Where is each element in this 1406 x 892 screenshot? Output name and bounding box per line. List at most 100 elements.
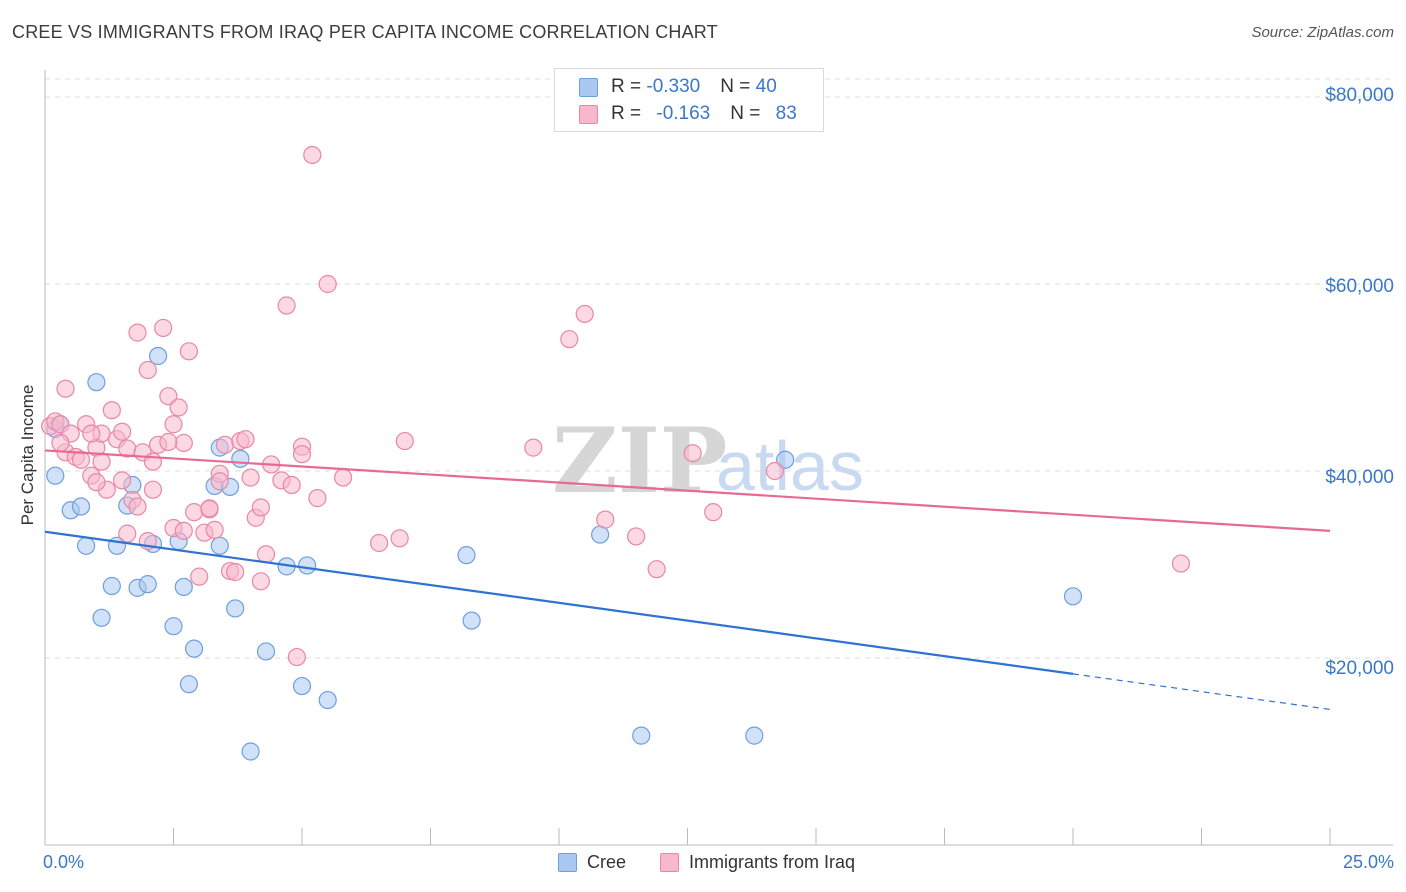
iraq-point bbox=[102, 401, 121, 420]
iraq-point bbox=[251, 498, 270, 517]
cree-point bbox=[210, 536, 229, 555]
chart-title: CREE VS IMMIGRANTS FROM IRAQ PER CAPITA … bbox=[12, 22, 718, 42]
iraq-point bbox=[71, 450, 91, 469]
cree-point bbox=[174, 577, 193, 597]
cree-point bbox=[457, 546, 476, 565]
cree-point bbox=[92, 608, 111, 627]
y-tick-60000: $60,000 bbox=[1325, 276, 1394, 297]
iraq-point bbox=[334, 468, 353, 487]
x-tick-max: 25.0% bbox=[1342, 852, 1394, 872]
iraq-point bbox=[524, 438, 543, 457]
iraq-point bbox=[128, 323, 147, 342]
iraq-point bbox=[174, 521, 193, 540]
iraq-point bbox=[118, 524, 137, 543]
iraq-point bbox=[303, 145, 322, 165]
iraq-point bbox=[308, 489, 327, 508]
iraq-point bbox=[626, 527, 646, 546]
iraq-point bbox=[282, 475, 301, 495]
iraq-point bbox=[159, 432, 178, 452]
y-tick-40000: $40,000 bbox=[1325, 467, 1394, 488]
iraq-point bbox=[241, 468, 260, 487]
iraq-point bbox=[205, 520, 224, 540]
iraq-point bbox=[683, 444, 702, 463]
y-axis-label: Per Capita Income bbox=[18, 384, 37, 526]
bottom-iraq-swatch bbox=[660, 853, 679, 872]
iraq-point bbox=[112, 471, 132, 490]
bottom-cree-swatch bbox=[558, 853, 577, 872]
y-tick-20000: $20,000 bbox=[1325, 658, 1394, 679]
iraq-point bbox=[154, 318, 173, 338]
iraq-point bbox=[138, 360, 157, 380]
iraq-trend-line bbox=[44, 449, 1331, 532]
iraq-swatch bbox=[579, 104, 598, 124]
iraq-point bbox=[596, 510, 615, 529]
cree-point bbox=[102, 576, 121, 596]
cree-point bbox=[77, 536, 96, 555]
iraq-point bbox=[287, 647, 306, 667]
cree-point bbox=[632, 726, 651, 745]
cree-point bbox=[138, 575, 157, 594]
cree-trend-line bbox=[44, 530, 1074, 675]
iraq-point bbox=[169, 398, 188, 417]
iraq-point bbox=[190, 567, 209, 586]
iraq-point bbox=[143, 452, 163, 471]
iraq-point bbox=[164, 415, 183, 434]
cree-point bbox=[226, 599, 245, 618]
iraq-point bbox=[56, 379, 75, 398]
iraq-point bbox=[226, 562, 245, 582]
iraq-point bbox=[370, 533, 389, 553]
iraq-point bbox=[128, 497, 147, 516]
cree-point bbox=[292, 676, 312, 696]
cree-point bbox=[462, 611, 481, 630]
iraq-point bbox=[704, 503, 723, 522]
iraq-point bbox=[292, 445, 312, 464]
iraq-point bbox=[92, 452, 111, 471]
iraq-r-label: R = bbox=[611, 103, 647, 124]
cree-point bbox=[46, 466, 65, 485]
legend-row-iraq: R = -0.163 N = 83 bbox=[579, 103, 797, 125]
iraq-point bbox=[87, 473, 106, 492]
iraq-point bbox=[200, 499, 219, 518]
bottom-legend-cree: Cree bbox=[558, 852, 626, 873]
cree-swatch bbox=[579, 77, 598, 97]
stats-legend: R = -0.330 N = 40 R = -0.163 N = 83 bbox=[554, 68, 824, 132]
iraq-point bbox=[251, 572, 270, 591]
iraq-point bbox=[159, 387, 178, 406]
cree-point bbox=[148, 346, 168, 366]
bottom-legend-iraq: Immigrants from Iraq bbox=[660, 852, 855, 873]
cree-n-label: N = bbox=[720, 76, 756, 97]
cree-point bbox=[241, 742, 260, 761]
iraq-point bbox=[277, 296, 296, 315]
iraq-n-label: N = bbox=[730, 103, 766, 124]
source-label: Source: ZipAtlas.com bbox=[1251, 24, 1394, 41]
iraq-point bbox=[575, 304, 594, 324]
iraq-point bbox=[390, 529, 409, 548]
legend-row-cree: R = -0.330 N = 40 bbox=[579, 76, 777, 98]
iraq-point bbox=[51, 433, 70, 453]
cree-point bbox=[776, 450, 795, 469]
cree-point bbox=[318, 690, 337, 710]
iraq-point bbox=[318, 274, 337, 294]
iraq-point bbox=[215, 435, 234, 454]
iraq-point bbox=[174, 433, 193, 453]
iraq-point bbox=[184, 503, 204, 522]
iraq-point bbox=[560, 330, 579, 349]
iraq-point bbox=[82, 424, 101, 443]
cree-r-label: R = bbox=[611, 76, 647, 97]
cree-point bbox=[256, 642, 276, 661]
cree-point bbox=[164, 617, 183, 636]
cree-point bbox=[745, 726, 764, 745]
cree-point bbox=[184, 639, 204, 658]
iraq-point bbox=[143, 480, 163, 499]
bottom-iraq-label: Immigrants from Iraq bbox=[689, 852, 856, 872]
y-tick-80000: $80,000 bbox=[1325, 85, 1394, 106]
cree-point bbox=[1063, 587, 1083, 606]
iraq-r-value: -0.163 bbox=[656, 103, 711, 124]
cree-point bbox=[179, 675, 199, 694]
iraq-point bbox=[647, 560, 666, 579]
cree-point bbox=[298, 556, 317, 575]
iraq-point bbox=[210, 472, 229, 491]
iraq-point bbox=[256, 545, 276, 564]
bottom-cree-label: Cree bbox=[587, 852, 627, 872]
